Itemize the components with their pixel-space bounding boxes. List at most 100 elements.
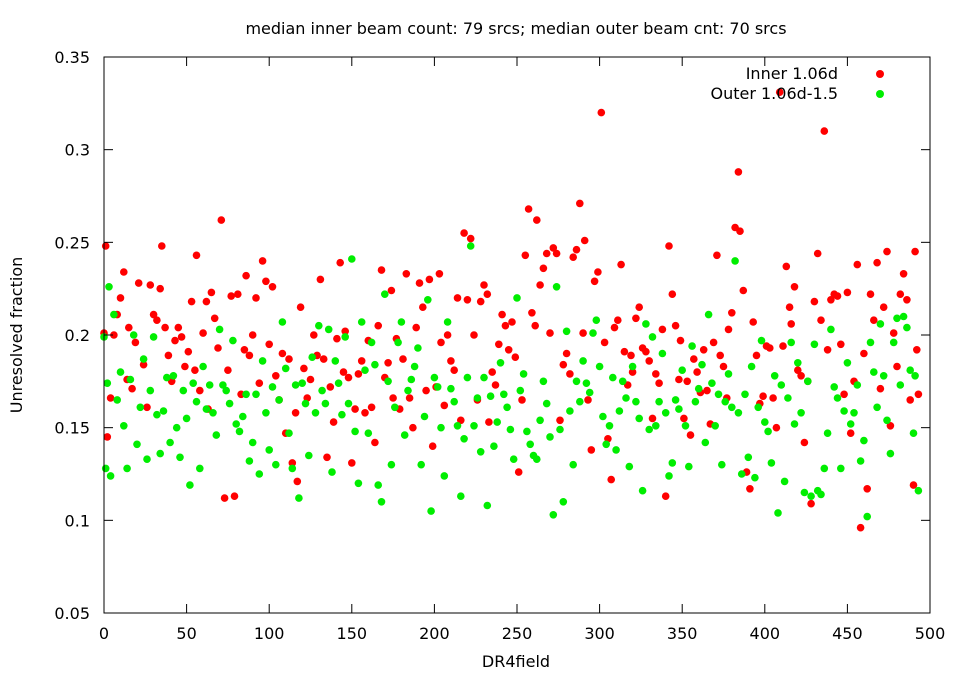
x-tick-label: 250 (502, 624, 533, 643)
data-point (566, 370, 574, 378)
data-point (357, 318, 366, 326)
data-point (407, 375, 416, 384)
data-point (883, 247, 891, 256)
data-point (645, 425, 653, 434)
data-point (409, 423, 417, 432)
data-point (177, 333, 186, 341)
data-point (503, 403, 511, 412)
data-point (879, 372, 888, 380)
data-point (860, 349, 868, 358)
data-point (443, 318, 452, 326)
data-point (718, 460, 726, 469)
data-point (186, 481, 194, 489)
data-point (610, 323, 619, 332)
data-point (746, 485, 754, 493)
data-point (549, 244, 558, 252)
data-point (460, 229, 468, 237)
data-point (344, 399, 353, 408)
data-point (306, 375, 315, 384)
x-tick-label: 50 (176, 624, 196, 643)
axes: 0 50 100 150 200 250 300 350 400 450 500 0.05 0.1 0.1… (54, 48, 945, 643)
data-point (602, 440, 610, 449)
data-point (592, 316, 601, 325)
data-point (699, 346, 708, 354)
data-point (879, 303, 888, 312)
data-point (511, 353, 520, 362)
data-point (476, 448, 485, 456)
data-point (412, 323, 421, 332)
data-point (741, 390, 749, 399)
data-point (361, 366, 369, 375)
data-point (572, 245, 581, 254)
data-point (668, 290, 677, 299)
data-point (146, 386, 155, 395)
data-point (645, 357, 653, 365)
data-point (354, 370, 363, 378)
data-point (886, 449, 895, 458)
data-point (655, 397, 663, 406)
data-point (240, 346, 249, 354)
data-point (351, 405, 359, 413)
data-point (437, 338, 445, 347)
data-point (384, 377, 392, 386)
data-point (719, 362, 728, 371)
data-point (661, 492, 670, 501)
data-point (807, 499, 815, 508)
data-point (658, 325, 667, 334)
data-point (886, 422, 895, 430)
data-point (539, 264, 548, 273)
data-point (329, 418, 338, 426)
data-point (420, 412, 429, 421)
data-point (367, 338, 376, 347)
data-point (161, 323, 169, 332)
data-point (422, 386, 430, 395)
data-point (278, 349, 287, 358)
data-point (614, 316, 622, 325)
data-point (285, 429, 293, 438)
data-point (759, 392, 767, 401)
data-point (268, 283, 277, 291)
data-point (105, 283, 113, 291)
data-point (466, 242, 475, 250)
data-point (856, 457, 865, 465)
data-point (635, 303, 643, 312)
data-point (749, 318, 757, 326)
data-point (542, 249, 551, 258)
data-point (690, 355, 698, 363)
data-point (308, 353, 317, 362)
data-point (790, 283, 799, 291)
data-point (387, 460, 396, 469)
data-point (514, 468, 523, 476)
data-point (870, 368, 878, 376)
data-point (714, 390, 723, 399)
data-point (615, 407, 624, 415)
data-point (133, 440, 141, 449)
data-point (430, 373, 439, 382)
data-point (632, 314, 640, 323)
data-point (800, 488, 809, 497)
data-point (724, 325, 733, 334)
data-point (315, 321, 323, 330)
data-point (339, 368, 348, 376)
data-point (595, 362, 604, 371)
data-point (853, 381, 862, 389)
data-point (341, 327, 350, 336)
data-point (153, 410, 161, 419)
data-point (605, 422, 614, 430)
data-point (709, 338, 718, 347)
data-point (440, 401, 449, 410)
data-point (562, 327, 571, 336)
data-point (149, 333, 158, 341)
data-point (344, 373, 353, 382)
data-point (840, 407, 848, 415)
data-point (703, 386, 711, 395)
data-point (769, 394, 777, 402)
data-point (542, 399, 551, 408)
data-point (288, 464, 297, 473)
data-point (404, 386, 412, 395)
data-point (911, 372, 919, 380)
data-point (272, 372, 280, 380)
data-point (528, 309, 536, 317)
data-point (319, 355, 328, 363)
